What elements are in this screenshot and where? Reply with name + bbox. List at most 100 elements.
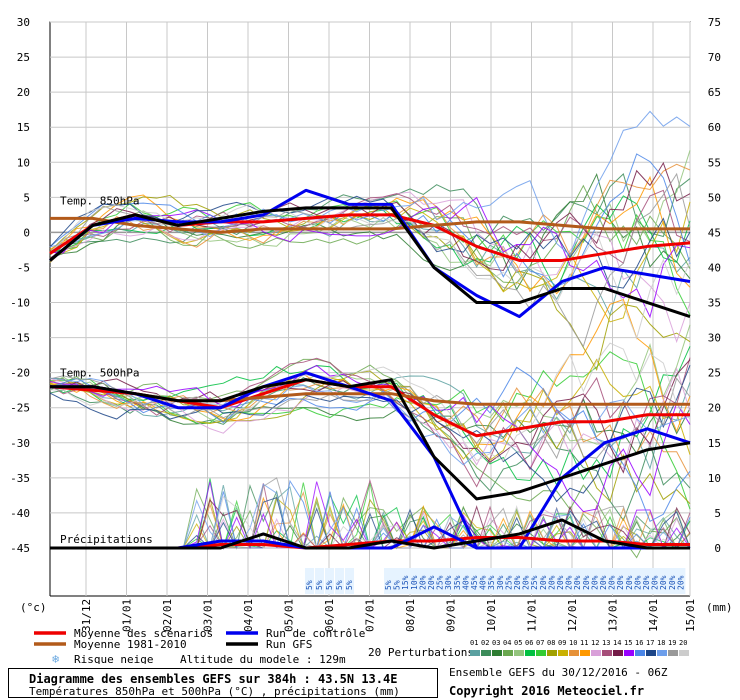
snow-cell xyxy=(538,568,548,594)
perturb-number: 09 xyxy=(558,639,566,647)
legend-label: Run GFS xyxy=(266,638,312,651)
right-axis-unit: (mm) xyxy=(706,601,733,614)
date-tick-label: 04/01 xyxy=(242,599,255,632)
snow-risk-value: 20% xyxy=(599,575,608,590)
left-tick-label: 10 xyxy=(17,156,30,169)
snow-risk-value: 10% xyxy=(410,575,419,590)
series-t850-moyenne-1981-2010 xyxy=(50,216,690,234)
member-line-t850 xyxy=(49,172,691,348)
left-tick-label: -30 xyxy=(10,437,30,450)
perturb-swatch xyxy=(536,650,546,656)
snow-risk-value: 25% xyxy=(436,575,445,590)
legend-label: Moyenne des scénarios xyxy=(74,627,213,640)
snow-risk-value: 20% xyxy=(642,575,651,590)
snow-risk-value: 40% xyxy=(479,575,488,590)
perturb-number: 14 xyxy=(613,639,621,647)
snow-risk-value: 20% xyxy=(418,575,427,590)
perturb-number: 20 xyxy=(679,639,687,647)
snow-cell xyxy=(315,568,324,594)
date-tick-label: 01/01 xyxy=(121,599,134,632)
snow-risk-value: 30% xyxy=(496,575,505,590)
snow-risk-label: Risque neige xyxy=(74,653,153,664)
snow-cell xyxy=(607,568,617,594)
perturb-number: 07 xyxy=(536,639,544,647)
snow-risk-value: 35% xyxy=(487,575,496,590)
snow-cell xyxy=(616,568,626,594)
perturb-number: 15 xyxy=(624,639,632,647)
perturb-number: 06 xyxy=(525,639,533,647)
snow-risk-value: 20% xyxy=(616,575,625,590)
right-tick-label: 40 xyxy=(708,261,721,274)
right-tick-label: 45 xyxy=(708,226,721,239)
perturb-swatch xyxy=(580,650,590,656)
snow-risk-value: 20% xyxy=(633,575,642,590)
snow-risk-value: 20% xyxy=(539,575,548,590)
snow-risk-value: 25% xyxy=(504,575,513,590)
left-tick-label: 15 xyxy=(17,121,30,134)
snow-risk-value: 20% xyxy=(668,575,677,590)
right-tick-label: 25 xyxy=(708,367,721,380)
snow-risk-value: 20% xyxy=(565,575,574,590)
perturb-number: 02 xyxy=(481,639,489,647)
right-tick-label: 0 xyxy=(714,542,721,555)
snow-cell xyxy=(305,568,314,594)
member-line-t850 xyxy=(49,195,691,289)
snow-risk-value: 20% xyxy=(513,575,522,590)
snow-cell xyxy=(335,568,344,594)
snow-risk-value: 5% xyxy=(325,580,334,590)
panel-label-t850: Temp. 850hPa xyxy=(60,194,139,207)
snow-cell xyxy=(345,568,354,594)
snow-risk-value: 45% xyxy=(470,575,479,590)
snow-cell xyxy=(667,568,677,594)
snow-cell xyxy=(564,568,574,594)
perturb-swatch xyxy=(657,650,667,656)
snow-cell xyxy=(624,568,634,594)
left-tick-label: -35 xyxy=(10,472,30,485)
snow-cell xyxy=(504,568,514,594)
snow-cell xyxy=(547,568,557,594)
perturb-number: 10 xyxy=(569,639,577,647)
perturb-number: 05 xyxy=(514,639,522,647)
snow-cell xyxy=(495,568,505,594)
date-tick-label: 10/01 xyxy=(485,599,498,632)
right-tick-label: 50 xyxy=(708,191,721,204)
snow-cell xyxy=(384,568,393,594)
left-tick-label: 5 xyxy=(23,191,30,204)
info-box: Diagramme des ensembles GEFS sur 384h : … xyxy=(8,668,438,698)
member-line-t850 xyxy=(49,210,691,317)
snow-cell xyxy=(392,568,402,594)
diagram-title: Diagramme des ensembles GEFS sur 384h : … xyxy=(29,672,398,686)
snow-risk-value: 5% xyxy=(393,580,402,590)
left-tick-label: -25 xyxy=(10,402,30,415)
date-tick-label: 07/01 xyxy=(364,599,377,632)
snow-risk-value: 35% xyxy=(453,575,462,590)
snow-risk-value: 20% xyxy=(590,575,599,590)
snow-risk-value: 20% xyxy=(676,575,685,590)
diagram-subtitle: Températures 850hPa et 500hPa (°C) , pré… xyxy=(29,685,400,698)
snow-risk-value: 5% xyxy=(384,580,393,590)
date-tick-label: 06/01 xyxy=(323,599,336,632)
perturb-number: 04 xyxy=(503,639,511,647)
snow-risk-value: 20% xyxy=(625,575,634,590)
perturb-swatch xyxy=(514,650,524,656)
perturb-number: 12 xyxy=(591,639,599,647)
right-tick-label: 30 xyxy=(708,332,721,345)
right-tick-label: 10 xyxy=(708,472,721,485)
ensemble-run-label: Ensemble GEFS du 30/12/2016 - 06Z xyxy=(449,666,668,679)
snow-risk-value: 5% xyxy=(345,580,354,590)
date-tick-label: 15/01 xyxy=(684,599,697,632)
snow-risk-value: 20% xyxy=(556,575,565,590)
perturb-swatch xyxy=(547,650,557,656)
snow-cell xyxy=(676,568,686,594)
snow-cell xyxy=(427,568,436,594)
member-line-t500 xyxy=(49,366,691,523)
snow-risk-value: 5% xyxy=(305,580,314,590)
perturb-number: 01 xyxy=(470,639,478,647)
perturb-number: 11 xyxy=(580,639,588,647)
panel-label-precip: Précipitations xyxy=(60,533,153,546)
altitude-label: Altitude du modele : 129m xyxy=(180,653,346,664)
snow-risk-value: 20% xyxy=(573,575,582,590)
snow-cell xyxy=(581,568,591,594)
snow-cell xyxy=(556,568,565,594)
